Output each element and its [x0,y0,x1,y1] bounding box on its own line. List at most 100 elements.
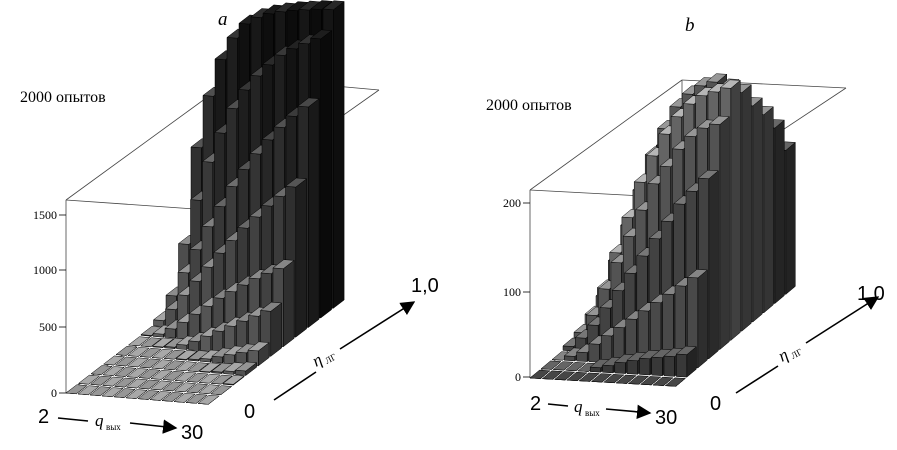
panel-a-y-tick-label: 1000 [33,263,57,277]
bar-0.5-11 [719,79,741,89]
bar-0.1-10 [663,355,675,377]
bar-1-11 [785,141,796,295]
bar-0.3-2 [126,357,150,368]
bar-0.8-11 [763,106,774,314]
bar-0-7 [615,374,637,384]
panel-b: b 2000 опытов 0 100 200 2 q вых 30 [486,15,885,429]
bar-0.5-2 [151,337,175,348]
panel-a-x-end: 30 [181,422,203,444]
panel-b-caption: 2000 опытов [486,97,572,114]
bar-0.6-2 [164,328,176,339]
bar-0.3-11 [234,361,258,372]
panel-a-y-tick-label: 0 [51,386,57,400]
bar-0.9-11 [320,30,332,319]
panel-b-x-name: q [574,397,583,416]
bar-1-11 [322,0,345,11]
bar-0.1-11 [209,385,233,395]
bar-0-7 [149,391,172,401]
bar-0-0 [65,384,88,395]
bar-0.2-1 [564,355,576,362]
bar-0-1 [541,370,563,380]
bar-0.2-11 [686,269,708,279]
bar-0.6-9 [706,73,728,83]
bar-0.2-2 [576,351,588,362]
bar-0.4-11 [719,116,730,351]
panel-a-y-axis: 0 500 1000 1500 [33,208,66,400]
panel-a-letter: a [218,9,228,30]
bar-0.2-9 [198,373,221,384]
panel-b-y-tick-label: 200 [503,196,521,210]
bar-0-10 [652,376,674,386]
bar-0.2-0 [90,365,113,375]
bar-0.1-7 [161,381,185,392]
bar-0.2-8 [186,372,209,383]
bar-0.4-8 [211,355,223,364]
bar-0-9 [640,376,662,386]
bar-0.1-2 [101,376,125,387]
panel-b-x-end: 30 [655,407,677,429]
bar-0.3-11 [697,169,719,179]
bar-0.2-3 [126,368,149,378]
bar-0.4-11 [708,115,730,125]
bar-0.1-5 [137,379,161,390]
panel-a-x-axis: 2 q вых 30 [38,406,203,444]
bar-0.4-2 [139,347,162,358]
bar-0.1-2 [564,362,587,372]
bar-0.4-1 [127,347,150,357]
bar-0-10 [185,393,208,404]
bar-0.1-0 [77,374,101,385]
bar-0.3-3 [138,358,162,369]
bar-0-5 [590,373,613,383]
panel-b-letter: b [685,15,695,36]
bar-0.1-7 [626,359,638,375]
bar-0.2-2 [114,367,137,377]
panel-b-depth-arrow-shaft [735,365,779,394]
bar-0.7-0 [153,319,165,327]
bar-0-6 [137,390,160,400]
panel-a-x-name: q [95,411,104,430]
bar-0.2-11 [697,269,708,369]
bar-0.3-0 [102,355,126,366]
panel-b-depth-end: 1,0 [857,283,885,305]
panel-b-x-arrow-shaft [547,403,569,407]
bar-0.5-1 [139,337,163,348]
panel-a-depth-start: 0 [244,401,255,423]
bar-0.1-5 [602,364,614,374]
bar-0.1-0 [540,360,562,370]
panel-a-x-start: 2 [38,406,49,428]
bar-0-4 [113,388,136,398]
panel-a-depth-name: η [309,350,325,371]
bar-0.8-11 [308,98,320,329]
panel-a-depth-end: 1,0 [411,275,439,297]
panel-b-y-tick-label: 100 [503,285,521,299]
panel-b-y-tick-label: 0 [515,370,521,384]
bar-0.1-3 [113,377,137,388]
bar-0.7-11 [284,177,308,188]
bar-0.1-1 [89,375,113,386]
bar-0.4-9 [223,353,235,365]
panel-a-x-arrow [129,419,178,434]
bar-0.1-4 [589,366,602,373]
panel-a-y-tick-label: 1500 [33,208,57,222]
bar-0.2-3 [588,343,600,363]
bar-0.6-11 [272,259,295,269]
bar-0.3-11 [708,170,719,360]
bar-0.1-6 [614,361,626,374]
bar-0-3 [566,371,588,381]
bar-0.6-3 [176,321,188,340]
panel-a-bars [65,0,345,405]
bar-0.3-6 [174,361,198,371]
bar-0.1-10 [197,384,221,394]
panel-b-depth-start: 0 [710,393,721,415]
bar-0.1-4 [125,378,149,389]
panel-a-depth-arrow [339,301,416,350]
bar-0.2-5 [150,370,173,380]
bar-0.5-11 [270,302,282,357]
panel-b-depth-sub: ЛГ [789,347,804,361]
bar-0-8 [627,375,650,385]
bar-0.3-5 [162,360,186,371]
panel-a-depth-arrow-shaft [273,371,317,401]
bar-0.7-11 [752,97,763,323]
bar-0.1-8 [639,357,651,376]
